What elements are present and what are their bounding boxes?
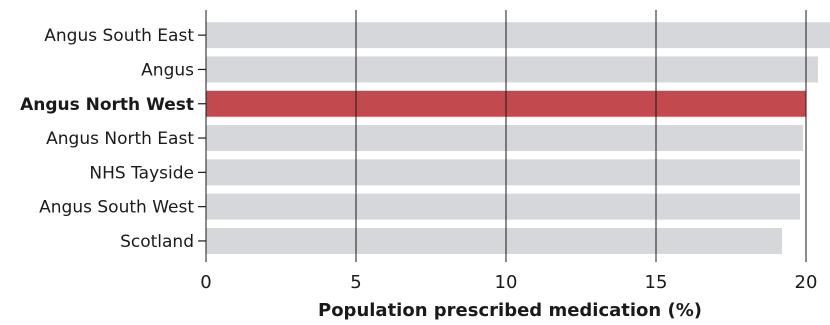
category-labels: Angus South East Angus Angus North West Ang… [20,26,206,252]
category-label: Scotland [120,232,194,252]
x-tick-label: 20 [795,272,818,293]
x-tick-label: 10 [495,272,518,293]
bar-scotland [206,227,782,254]
bar-angus-south-west [206,193,800,220]
bars-layer [206,22,830,254]
category-label: Angus South West [39,198,194,218]
x-tick-label: 5 [350,272,361,293]
grid-layer [205,10,807,263]
x-tick-labels: 0 5 10 15 20 [200,272,817,293]
bar-nhs-tayside [206,159,800,186]
x-tick-label: 15 [645,272,668,293]
x-tick-label: 0 [200,272,211,293]
category-label: Angus North East [46,129,194,149]
bar-angus [206,56,818,83]
bar-angus-south-east [206,22,830,49]
category-label: Angus [141,60,194,80]
category-label: Angus South East [44,26,194,46]
x-axis-title: Population prescribed medication (%) [318,300,702,321]
category-label: Angus North West [20,95,194,115]
bar-angus-north-east [206,125,803,152]
category-label: NHS Tayside [89,163,194,183]
